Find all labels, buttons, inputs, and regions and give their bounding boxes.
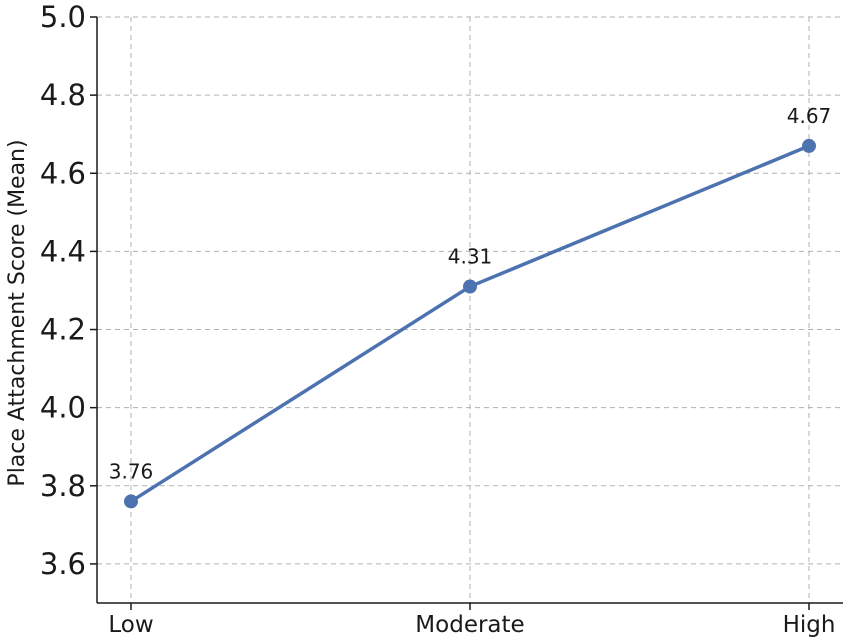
data-label: 4.67 bbox=[787, 104, 832, 128]
data-point bbox=[802, 138, 816, 153]
y-tick-label: 4.6 bbox=[40, 156, 86, 190]
y-tick-label: 4.4 bbox=[40, 234, 86, 268]
y-tick-label: 5.0 bbox=[40, 0, 86, 34]
x-tick-label: High bbox=[783, 612, 836, 638]
y-tick-label: 3.8 bbox=[40, 469, 86, 503]
y-tick-label: 3.6 bbox=[40, 547, 86, 581]
data-labels: 3.76 4.31 4.67 bbox=[109, 104, 832, 484]
x-tick-label: Low bbox=[108, 612, 153, 638]
data-label: 3.76 bbox=[109, 459, 154, 483]
data-point bbox=[463, 279, 477, 294]
data-point bbox=[124, 494, 138, 509]
grid bbox=[97, 16, 843, 603]
y-axis-label: Place Attachment Score (Mean) bbox=[5, 139, 30, 486]
data-label: 4.31 bbox=[448, 245, 493, 269]
series bbox=[124, 138, 816, 509]
y-tick-label: 4.8 bbox=[40, 78, 86, 112]
x-tick-label: Moderate bbox=[415, 612, 524, 638]
y-axis-ticks: 3.6 3.8 4.0 4.2 4.4 4.6 4.8 5.0 bbox=[40, 0, 97, 581]
y-tick-label: 4.0 bbox=[40, 391, 86, 425]
x-axis-ticks: Low Moderate High bbox=[108, 603, 835, 638]
y-tick-label: 4.2 bbox=[40, 313, 86, 347]
